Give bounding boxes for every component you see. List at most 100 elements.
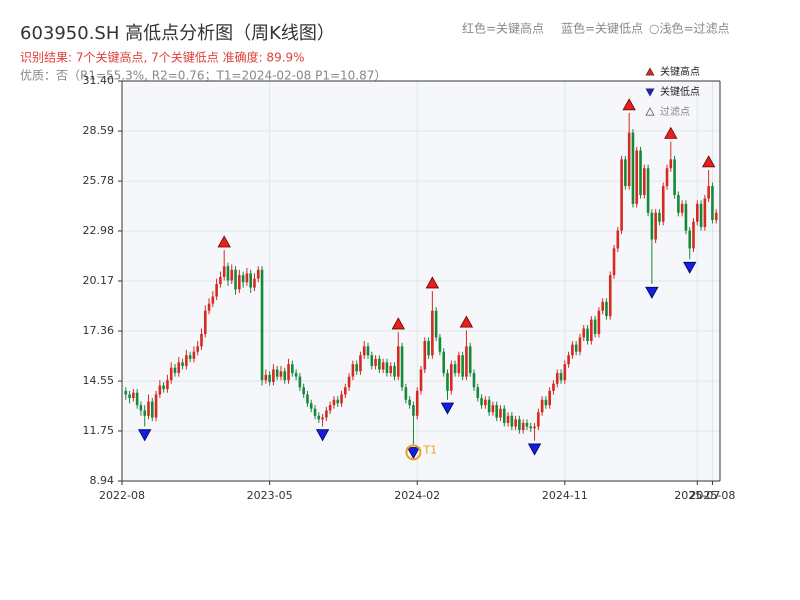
candle-body xyxy=(169,367,173,381)
candle-body xyxy=(317,415,321,420)
y-tick-label: 14.55 xyxy=(83,374,115,387)
key-low-marker xyxy=(527,443,542,456)
candle-body xyxy=(238,275,241,290)
candle-body xyxy=(476,387,480,399)
candle-body xyxy=(215,284,218,297)
candle-body xyxy=(457,355,461,374)
candle-body xyxy=(442,351,446,374)
candle-body xyxy=(711,186,714,220)
x-tick-label: 2025-08 xyxy=(689,489,735,502)
note: 优质：否（R1=55.3%, R2=0.76；T1=2024-02-08 P1=… xyxy=(20,69,386,83)
candle-body xyxy=(480,398,483,406)
candle-body xyxy=(616,230,620,249)
candle-body xyxy=(601,301,604,311)
legend-label: 关键低点 xyxy=(660,85,700,98)
candle-body xyxy=(646,168,650,213)
candle-body xyxy=(453,364,457,374)
candle-body xyxy=(427,341,430,356)
candle-body xyxy=(336,399,340,404)
candle-body xyxy=(491,405,495,413)
candle-body xyxy=(552,383,555,391)
candle-body xyxy=(423,341,427,370)
candle-body xyxy=(563,364,567,381)
candle-body xyxy=(582,328,586,338)
candle-body xyxy=(139,405,143,411)
candle-body xyxy=(359,355,362,372)
x-tick-label: 2022-08 xyxy=(99,489,145,502)
subtitle: 识别结果: 7个关键高点, 7个关键低点 准确度: 89.9% xyxy=(20,50,305,65)
candle-body xyxy=(643,168,646,195)
candle-body xyxy=(677,194,680,213)
candle-body xyxy=(688,230,692,249)
legend-marker xyxy=(645,88,655,97)
legend-marker xyxy=(645,67,655,76)
candle-body xyxy=(612,248,616,276)
candle-body xyxy=(396,346,400,377)
candle-body xyxy=(124,390,128,395)
candle-body xyxy=(196,346,199,352)
candle-body xyxy=(586,328,589,342)
candle-body xyxy=(143,410,147,416)
candle-body xyxy=(624,159,627,187)
candle-body xyxy=(355,364,358,372)
key-high-marker xyxy=(217,235,231,248)
candle-body xyxy=(268,374,271,382)
candle-body xyxy=(431,310,434,356)
candle-body xyxy=(173,367,177,374)
candle-body xyxy=(412,405,415,416)
candle-body xyxy=(631,132,635,204)
header-legend: 红色=关键高点 xyxy=(462,21,544,36)
candle-body xyxy=(234,269,237,290)
x-tick-label: 2023-05 xyxy=(247,489,293,502)
candle-body xyxy=(328,405,332,411)
candle-body xyxy=(226,266,230,281)
candle-body xyxy=(389,365,393,374)
candle-body xyxy=(661,186,665,222)
candle-body xyxy=(279,371,283,377)
candle-body xyxy=(593,319,597,334)
key-high-marker xyxy=(701,155,716,168)
candle-body xyxy=(419,369,423,391)
header-legend: ○浅色=过滤点 xyxy=(649,22,730,36)
key-high-marker xyxy=(425,276,440,289)
candle-body xyxy=(294,373,298,377)
candle-body xyxy=(548,390,551,406)
key-high-marker xyxy=(391,317,405,330)
x-tick-label: 2024-02 xyxy=(394,489,440,502)
candle-body xyxy=(529,426,533,429)
candle-body xyxy=(449,364,453,391)
key-low-marker xyxy=(138,429,152,442)
candle-body xyxy=(571,344,574,356)
candle-body xyxy=(309,403,313,409)
annotation-circle xyxy=(405,444,422,461)
candle-body xyxy=(537,412,540,427)
candle-body xyxy=(158,385,162,395)
candle-body xyxy=(245,273,249,283)
candle-body xyxy=(366,346,370,356)
candle-body xyxy=(658,212,661,222)
candle-body xyxy=(650,212,654,240)
candle-body xyxy=(695,203,699,222)
candle-body xyxy=(135,392,139,406)
candle-body xyxy=(484,399,487,406)
candle-body xyxy=(287,364,290,381)
candle-body xyxy=(185,355,188,366)
candle-body xyxy=(249,273,252,288)
candle-body xyxy=(344,387,347,395)
candle-body xyxy=(567,355,570,365)
candle-body xyxy=(639,150,642,195)
candle-body xyxy=(590,319,593,342)
candle-body xyxy=(408,399,411,406)
candle-body xyxy=(495,405,498,418)
candle-body xyxy=(306,394,309,404)
candle-body xyxy=(680,203,684,213)
candle-body xyxy=(150,401,154,418)
candle-body xyxy=(559,373,563,381)
candle-body xyxy=(188,355,192,359)
candle-body xyxy=(544,399,548,406)
key-low-marker xyxy=(683,261,697,274)
candle-body xyxy=(393,365,396,377)
candle-body xyxy=(302,387,305,395)
candle-body xyxy=(703,198,707,228)
candle-body xyxy=(230,269,234,281)
